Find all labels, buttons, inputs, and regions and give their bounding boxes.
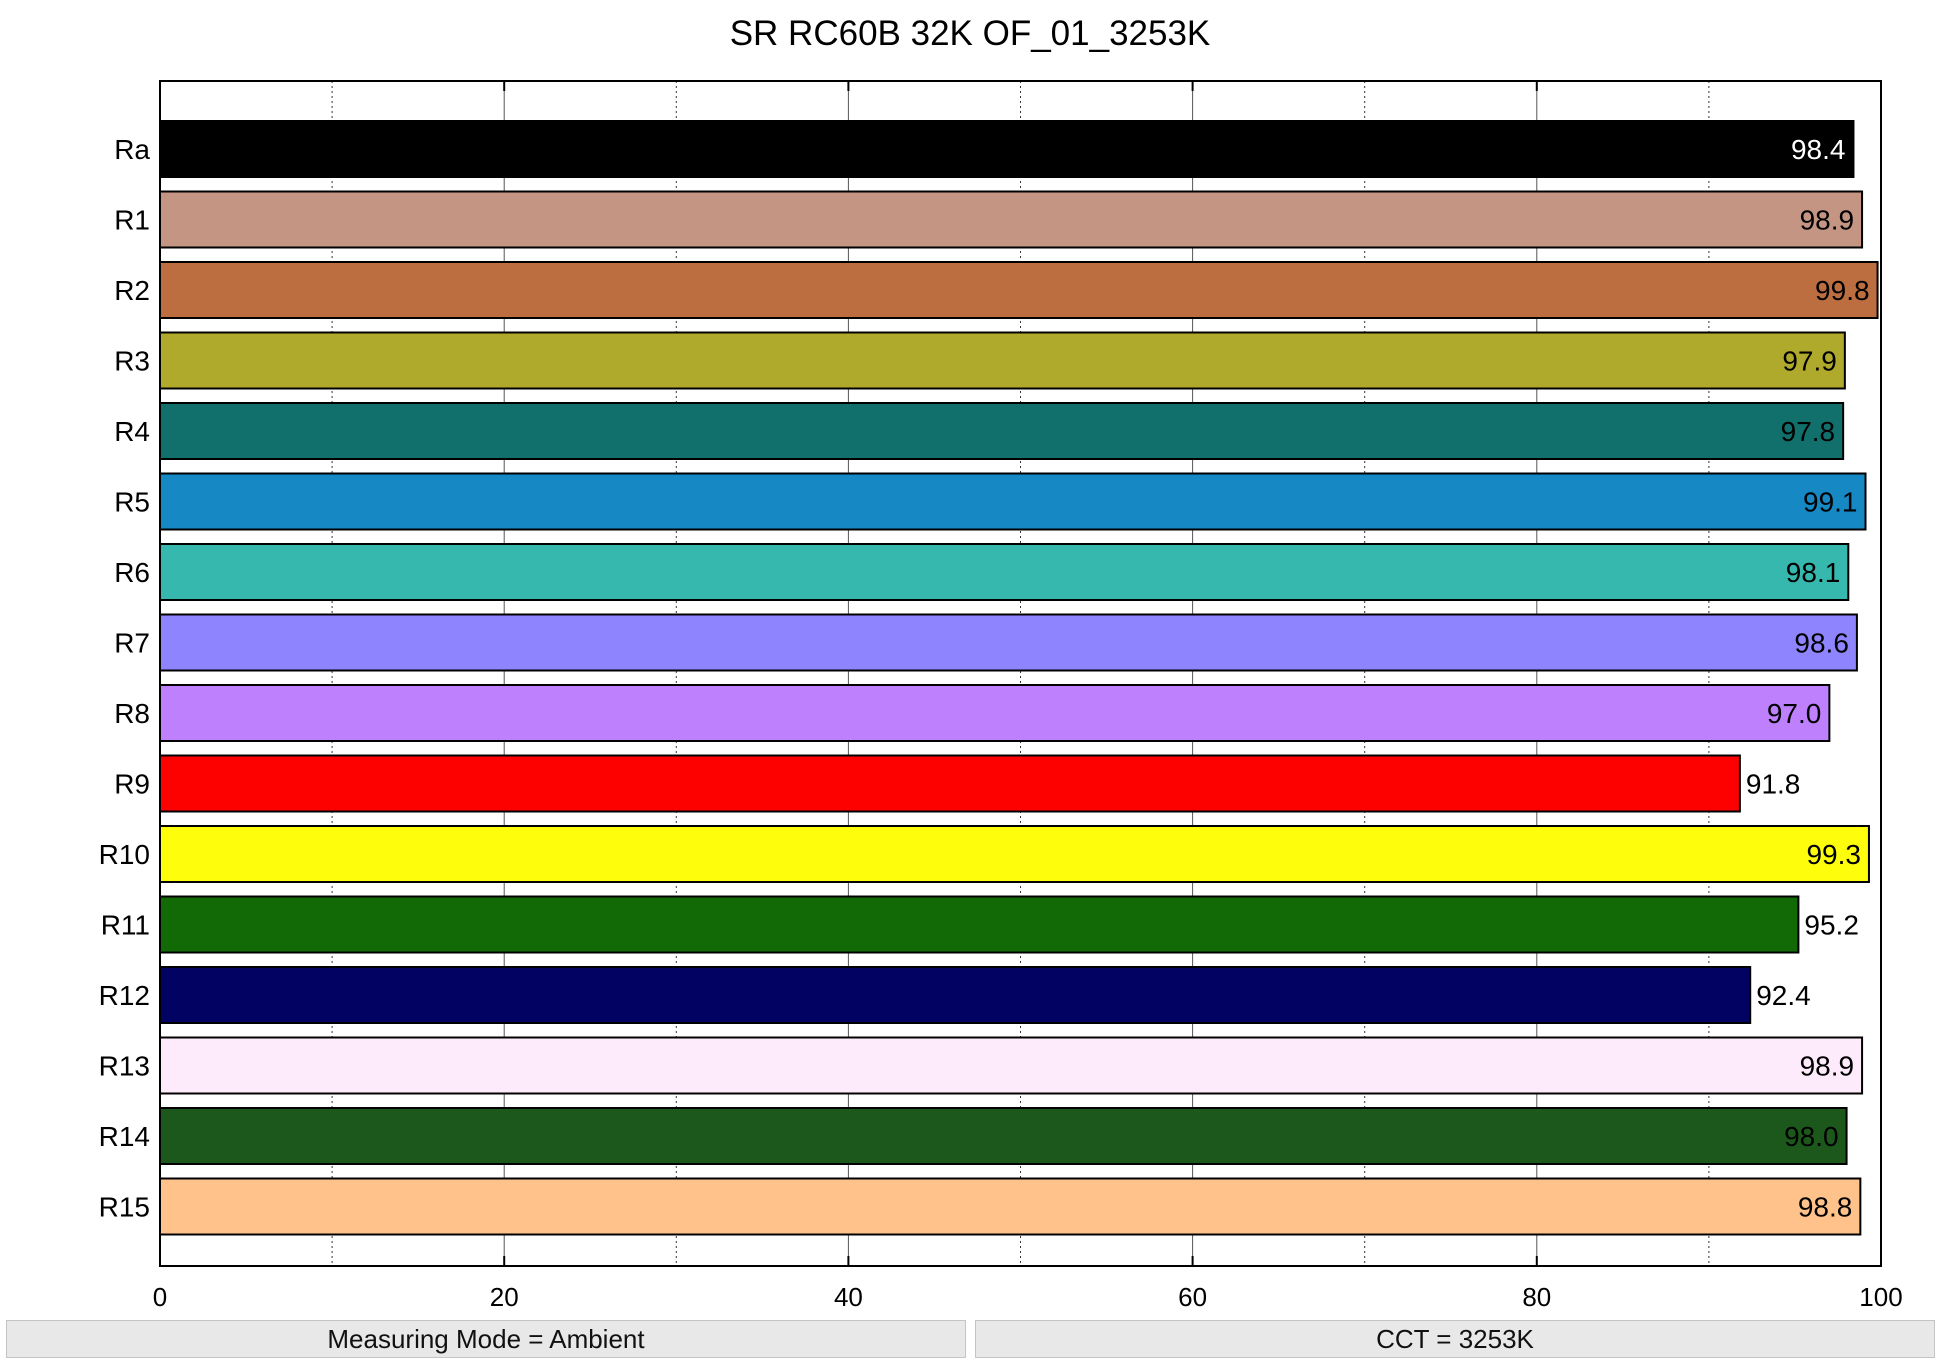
bar-r2 <box>159 261 1879 319</box>
value-label: 98.6 <box>1794 628 1849 659</box>
bar-r11 <box>159 895 1800 954</box>
category-label: R5 <box>114 487 150 518</box>
bar-r4 <box>159 402 1845 460</box>
x-tick-label: 0 <box>153 1282 167 1312</box>
bar-layer <box>159 120 1879 1236</box>
bar-r7 <box>159 613 1858 672</box>
value-label: 98.8 <box>1798 1192 1853 1223</box>
bar-r5 <box>159 472 1867 531</box>
category-label: R11 <box>101 910 150 941</box>
bar-r6 <box>159 543 1850 601</box>
value-label: 98.4 <box>1791 134 1846 165</box>
value-label: 99.3 <box>1806 839 1861 870</box>
plot-frame <box>159 80 1882 1267</box>
bar-r13 <box>159 1036 1864 1095</box>
x-tick-label: 100 <box>1859 1282 1902 1312</box>
value-label: 92.4 <box>1756 980 1811 1011</box>
value-label: 98.1 <box>1786 557 1841 588</box>
bar-ra <box>159 120 1855 178</box>
x-tick-label: 20 <box>490 1282 519 1312</box>
axis-layer: 0 20 40 60 80 100 <box>153 80 1903 1312</box>
value-label: 98.9 <box>1800 205 1855 236</box>
value-label: 98.0 <box>1784 1121 1839 1152</box>
value-label: 99.8 <box>1815 275 1870 306</box>
value-label: 95.2 <box>1804 910 1859 941</box>
category-label: R13 <box>99 1051 150 1082</box>
chart-title: SR RC60B 32K OF_01_3253K <box>729 14 1211 53</box>
value-label: 99.1 <box>1803 487 1858 518</box>
bar-r8 <box>159 684 1831 742</box>
category-label: R15 <box>99 1192 150 1223</box>
category-label: R9 <box>114 769 150 800</box>
label-layer: Ra 98.4 R1 98.9 R2 99.8 R3 97.9 R4 97.8 R5 99.1 R6 98… <box>99 134 1870 1223</box>
value-label: 97.0 <box>1767 698 1822 729</box>
category-label: R10 <box>99 839 150 870</box>
bar-r12 <box>159 966 1752 1024</box>
bar-r9 <box>159 754 1741 813</box>
category-label: R12 <box>99 980 150 1011</box>
measuring-mode-status: Measuring Mode = Ambient <box>6 1320 966 1358</box>
bar-r10 <box>159 825 1870 883</box>
category-label: R3 <box>114 346 150 377</box>
category-label: R8 <box>114 698 150 729</box>
value-label: 98.9 <box>1800 1051 1855 1082</box>
category-label: R14 <box>99 1121 150 1152</box>
category-label: R2 <box>114 275 150 306</box>
bar-r3 <box>159 331 1846 390</box>
cct-status: CCT = 3253K <box>975 1320 1935 1358</box>
category-label: Ra <box>114 134 150 165</box>
bar-r1 <box>159 190 1864 249</box>
category-label: R4 <box>114 416 150 447</box>
category-label: R6 <box>114 557 150 588</box>
value-label: 91.8 <box>1746 769 1801 800</box>
bar-r15 <box>159 1177 1862 1236</box>
category-label: R7 <box>114 628 150 659</box>
value-label: 97.8 <box>1781 416 1836 447</box>
x-tick-label: 40 <box>834 1282 863 1312</box>
category-label: R1 <box>114 205 150 236</box>
x-tick-label: 80 <box>1522 1282 1551 1312</box>
bar-r14 <box>159 1107 1848 1165</box>
x-tick-label: 60 <box>1178 1282 1207 1312</box>
value-label: 97.9 <box>1782 346 1837 377</box>
